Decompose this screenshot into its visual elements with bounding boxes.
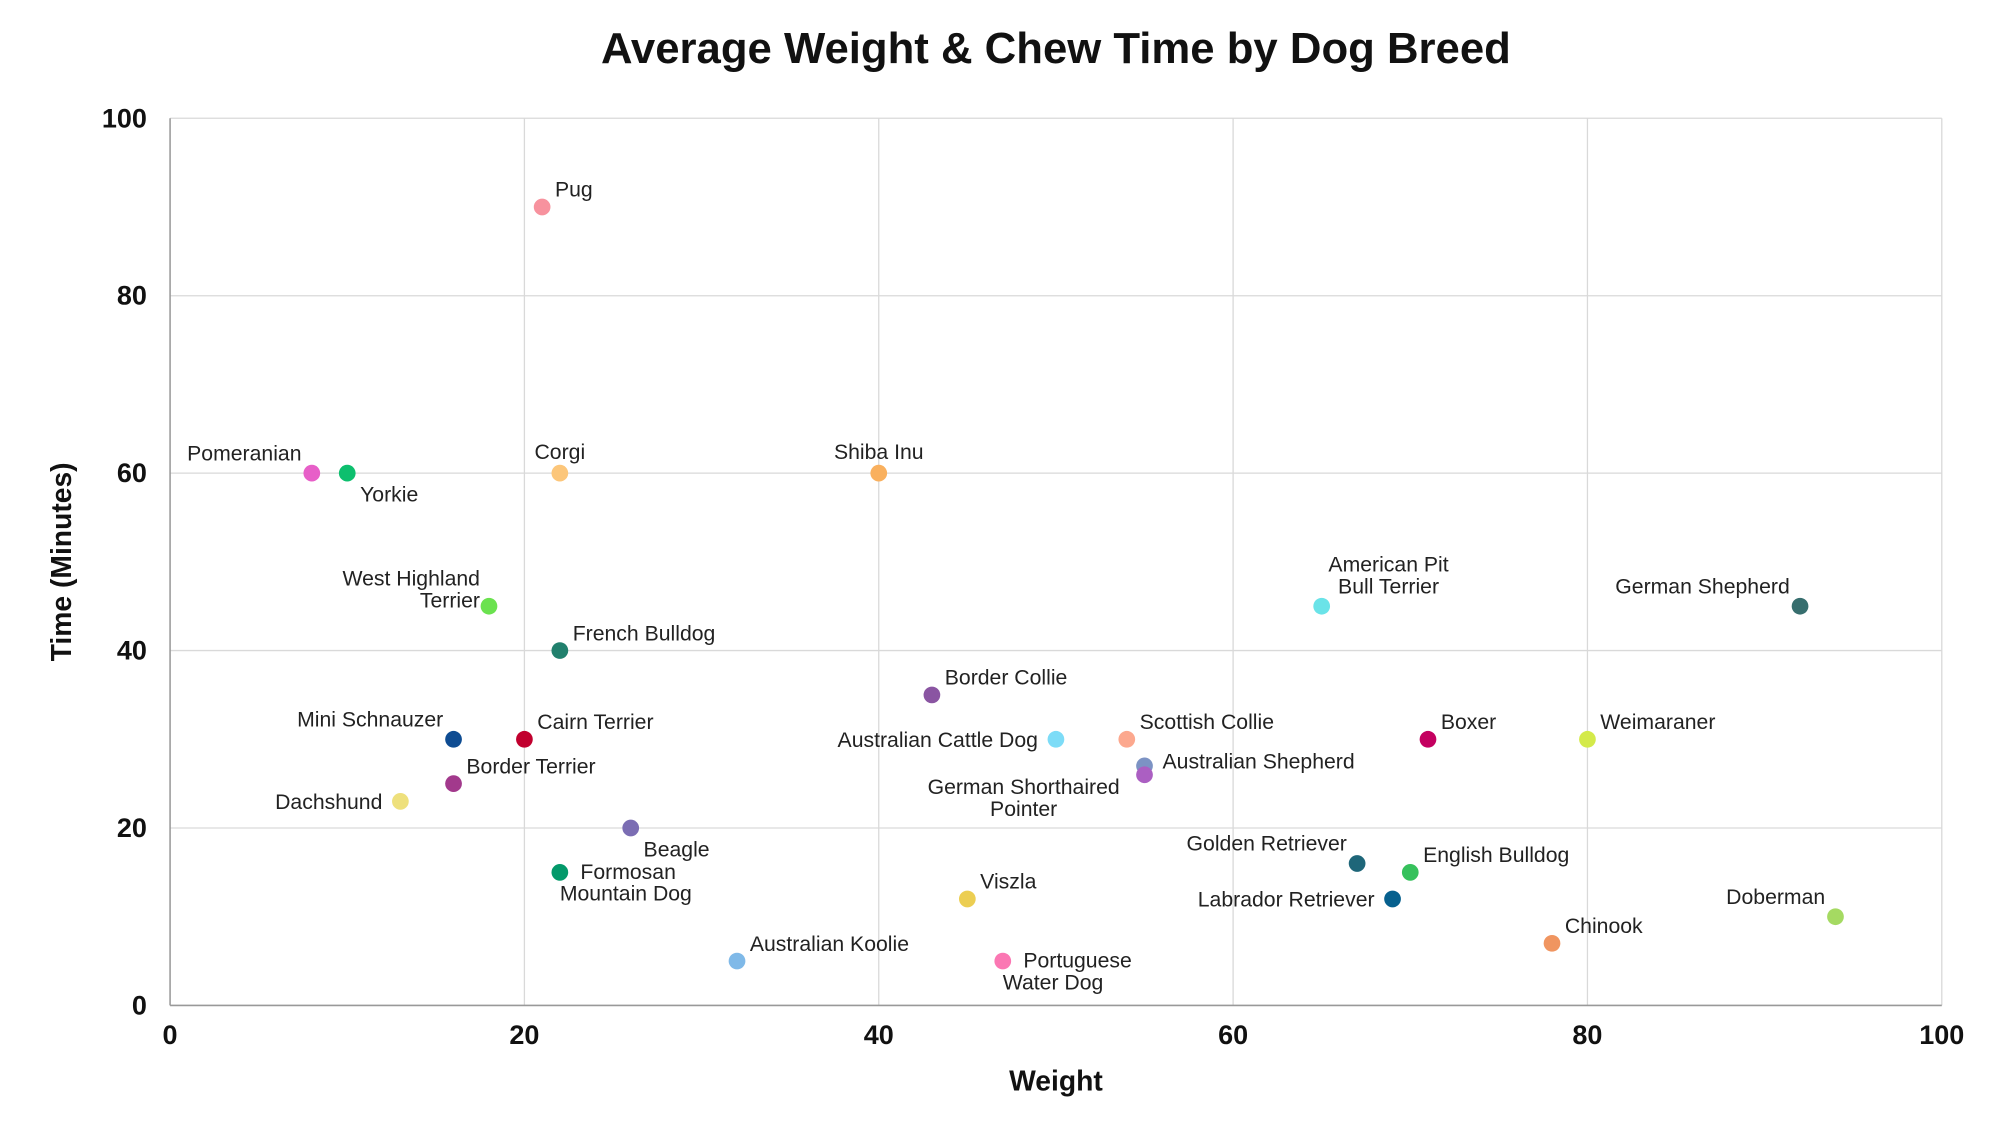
point-label: French Bulldog bbox=[573, 622, 716, 645]
point-label: Chinook bbox=[1565, 915, 1643, 938]
data-point bbox=[1313, 597, 1331, 615]
data-point bbox=[958, 890, 976, 908]
data-point bbox=[1543, 934, 1561, 952]
y-axis-label: Time (Minutes) bbox=[45, 462, 77, 661]
data-point bbox=[923, 686, 941, 704]
point-label: Beagle bbox=[644, 838, 710, 861]
y-tick-label: 40 bbox=[117, 636, 147, 666]
point-label: Mini Schnauzer bbox=[297, 708, 443, 731]
point-label: Weimaraner bbox=[1600, 711, 1715, 734]
data-point bbox=[1118, 730, 1136, 748]
data-point bbox=[1136, 766, 1153, 784]
point-labels: Pomeranian Yorkie Pug Corgi Shiba Inu West Hi… bbox=[187, 179, 1825, 995]
point-label: West Highland Terrier bbox=[342, 568, 480, 613]
data-point bbox=[870, 464, 888, 482]
point-label: Formosan Mountain Dog bbox=[560, 861, 692, 906]
point-label: Golden Retriever bbox=[1187, 833, 1347, 856]
point-label: Australian Cattle Dog bbox=[838, 729, 1038, 752]
point-label: English Bulldog bbox=[1423, 844, 1569, 867]
point-label: Pomeranian bbox=[187, 442, 301, 465]
data-point bbox=[533, 198, 551, 216]
point-label: Yorkie bbox=[360, 483, 418, 506]
data-point bbox=[445, 775, 462, 792]
point-label: German Shepherd bbox=[1615, 575, 1789, 598]
data-points bbox=[303, 198, 1844, 970]
x-tick-label: 0 bbox=[163, 1020, 178, 1050]
y-tick-label: 60 bbox=[117, 458, 147, 488]
y-tick-label: 80 bbox=[117, 281, 147, 311]
point-label: Labrador Retriever bbox=[1198, 889, 1375, 912]
point-label: Shiba Inu bbox=[834, 441, 924, 464]
data-point bbox=[338, 464, 356, 482]
point-label: Boxer bbox=[1441, 711, 1496, 734]
data-point bbox=[1827, 908, 1844, 926]
data-point bbox=[1579, 730, 1596, 748]
data-point bbox=[551, 464, 569, 482]
data-point bbox=[392, 793, 409, 810]
x-tick-label: 80 bbox=[1572, 1020, 1602, 1050]
data-point bbox=[622, 819, 640, 837]
data-point bbox=[480, 597, 498, 615]
point-label: Border Terrier bbox=[466, 755, 595, 778]
point-label: Australian Shepherd bbox=[1163, 750, 1355, 773]
point-label: Australian Koolie bbox=[750, 933, 909, 956]
point-label: Pug bbox=[555, 179, 593, 202]
y-tick-label: 100 bbox=[102, 103, 147, 133]
data-point bbox=[516, 730, 533, 748]
data-point bbox=[551, 642, 569, 659]
data-point bbox=[728, 952, 746, 970]
x-tick-labels: 0 20 40 60 80 100 bbox=[163, 1020, 1965, 1050]
x-axis-label: Weight bbox=[1009, 1064, 1103, 1096]
point-label: Border Collie bbox=[945, 667, 1068, 690]
data-point bbox=[1401, 864, 1419, 881]
point-label: Dachshund bbox=[275, 791, 382, 814]
data-point bbox=[445, 730, 462, 748]
data-point bbox=[303, 464, 321, 482]
data-point bbox=[1419, 730, 1437, 748]
point-label: Doberman bbox=[1726, 886, 1825, 909]
point-label: Viszla bbox=[980, 871, 1036, 894]
data-point bbox=[1348, 855, 1366, 872]
y-tick-label: 20 bbox=[117, 813, 147, 843]
x-tick-label: 40 bbox=[864, 1020, 894, 1050]
y-tick-labels: 0 20 40 60 80 100 bbox=[102, 103, 147, 1020]
y-tick-label: 0 bbox=[132, 990, 147, 1020]
data-point bbox=[1047, 730, 1065, 748]
point-label: Scottish Collie bbox=[1140, 711, 1274, 734]
data-point bbox=[994, 952, 1012, 970]
gridlines bbox=[170, 117, 1943, 1006]
point-label: German Shorthaired Pointer bbox=[928, 776, 1120, 821]
point-label: American Pit Bull Terrier bbox=[1328, 554, 1448, 599]
point-label: Cairn Terrier bbox=[537, 711, 653, 734]
axes bbox=[169, 118, 1942, 1007]
x-tick-label: 20 bbox=[509, 1020, 539, 1050]
x-tick-label: 100 bbox=[1919, 1020, 1964, 1050]
point-label: Corgi bbox=[535, 441, 586, 464]
point-label: Portuguese Water Dog bbox=[1003, 950, 1132, 995]
x-tick-label: 60 bbox=[1218, 1020, 1248, 1050]
data-point bbox=[551, 864, 569, 881]
chart-title: Average Weight & Chew Time by Dog Breed bbox=[601, 24, 1511, 73]
data-point bbox=[1384, 890, 1401, 908]
data-point bbox=[1791, 597, 1809, 615]
